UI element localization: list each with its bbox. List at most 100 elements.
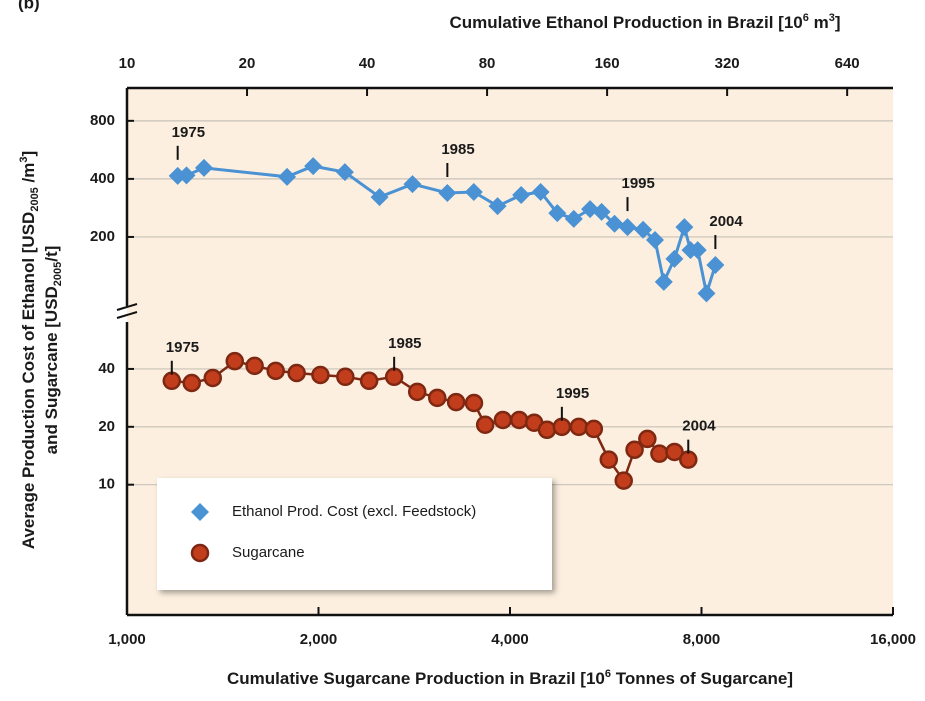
marker-diamond	[488, 197, 507, 216]
x-title-part: Tonnes of Sugarcane]	[611, 669, 793, 688]
marker-diamond	[278, 167, 297, 186]
y-tick-label: 40	[98, 360, 115, 377]
marker-circle	[245, 356, 264, 376]
marker-circle	[665, 442, 684, 462]
x-tick-label: 16,000	[870, 631, 916, 648]
marker-circle	[625, 440, 644, 459]
x2-title-part: ]	[835, 13, 841, 32]
marker-circle	[182, 373, 201, 393]
marker-diamond	[195, 158, 214, 177]
x-title-sup: 6	[605, 668, 611, 680]
legend-label: Ethanol Prod. Cost (excl. Feedstock)	[232, 503, 476, 520]
y-title-part: /t]	[42, 246, 61, 262]
marker-diamond	[634, 220, 653, 239]
annotation: 1975	[172, 124, 205, 141]
x-tick-label: 4,000	[491, 631, 529, 648]
marker-diamond	[304, 157, 323, 176]
x2-tick-label: 160	[595, 55, 620, 72]
y-title-line: Average Production Cost of Ethanol [USD2…	[18, 151, 41, 549]
y-title-part: and Sugarcane [USD	[42, 286, 61, 454]
marker-circle	[537, 420, 557, 440]
marker-circle	[475, 415, 495, 435]
marker-diamond	[706, 256, 725, 275]
grid: 1,000 2,000 4,000 8,000 16,000 10 20 40 80 160 320…	[90, 55, 916, 648]
y-tick-label: 10	[98, 476, 115, 493]
y-title-sub: 2005	[52, 262, 64, 286]
x-tick-label: 1,000	[108, 631, 146, 648]
x-tick-label: 8,000	[683, 631, 721, 648]
x-title-part: Cumulative Sugarcane Production in Brazi…	[227, 669, 605, 688]
y-tick-label: 400	[90, 170, 115, 187]
marker-circle	[679, 450, 698, 469]
legend-box	[157, 478, 552, 590]
y-title-sup: 3	[18, 156, 30, 162]
x2-tick-label: 20	[239, 55, 256, 72]
y-title-part: /m	[19, 163, 38, 188]
x2-title-sup: 3	[829, 12, 835, 24]
marker-circle	[650, 444, 669, 463]
x-tick-label: 2,000	[300, 631, 338, 648]
marker-diamond	[697, 284, 716, 303]
marker-diamond	[370, 188, 389, 207]
y-tick-label: 200	[90, 228, 115, 245]
marker-diamond	[438, 184, 457, 203]
x2-title-part: Cumulative Ethanol Production in Brazil …	[449, 13, 802, 32]
marker-circle	[569, 417, 589, 437]
marker-circle	[287, 363, 306, 383]
marker-circle	[266, 361, 285, 381]
annotation: 1995	[621, 175, 654, 192]
annotation: 2004	[709, 213, 743, 230]
annotation: 2004	[682, 418, 716, 435]
marker-diamond	[177, 166, 196, 185]
marks: 1975 1985 1995 2004 1975 1985 1995 2004	[162, 124, 743, 490]
marker-diamond	[646, 230, 665, 249]
marker-circle	[311, 365, 330, 385]
annotation: 1975	[166, 339, 199, 356]
marker-diamond	[665, 249, 684, 268]
panel-label: (b)	[18, 0, 40, 12]
marker-circle	[428, 388, 447, 408]
marker-diamond	[688, 241, 707, 260]
marker-diamond	[464, 183, 483, 202]
x2-tick-label: 80	[479, 55, 496, 72]
marker-circle	[446, 392, 466, 412]
marker-circle	[493, 410, 513, 430]
marker-diamond	[512, 186, 531, 205]
marker-circle	[584, 419, 604, 439]
marker-circle	[407, 382, 427, 402]
marker-diamond	[605, 214, 624, 233]
axis-break	[116, 303, 138, 319]
marker-circle	[464, 393, 484, 413]
marker-circle	[599, 450, 619, 469]
marker-circle	[190, 543, 210, 563]
x2-tick-label: 10	[119, 55, 136, 72]
marker-diamond	[618, 218, 637, 237]
marker-diamond	[675, 218, 694, 237]
legend-label: Sugarcane	[232, 544, 305, 561]
marker-diamond	[564, 209, 583, 228]
x2-tick-label: 40	[359, 55, 376, 72]
y-title-part: Average Production Cost of Ethanol [USD	[19, 212, 38, 550]
marker-diamond	[335, 163, 354, 182]
x2-tick-label: 640	[835, 55, 860, 72]
y-title-part: ]	[19, 151, 38, 157]
marker-diamond	[548, 204, 567, 223]
annotation: 1985	[388, 335, 421, 352]
series-line	[177, 164, 717, 294]
marker-circle	[384, 367, 404, 387]
marker-circle	[638, 429, 657, 449]
y-tick-label: 20	[98, 418, 115, 435]
marker-circle	[225, 351, 245, 371]
legend: Ethanol Prod. Cost (excl. Feedstock) Suga…	[157, 478, 552, 590]
marker-diamond	[403, 175, 422, 194]
annotation: 1995	[556, 385, 589, 402]
marker-diamond	[592, 202, 611, 221]
marker-circle	[162, 371, 182, 391]
marker-circle	[509, 410, 529, 430]
annotation: 1985	[441, 141, 474, 158]
y-title-line: and Sugarcane [USD2005/t]	[42, 246, 63, 455]
marker-circle	[203, 368, 223, 388]
marker-circle	[552, 417, 572, 437]
x2-title-sup: 6	[803, 12, 809, 24]
